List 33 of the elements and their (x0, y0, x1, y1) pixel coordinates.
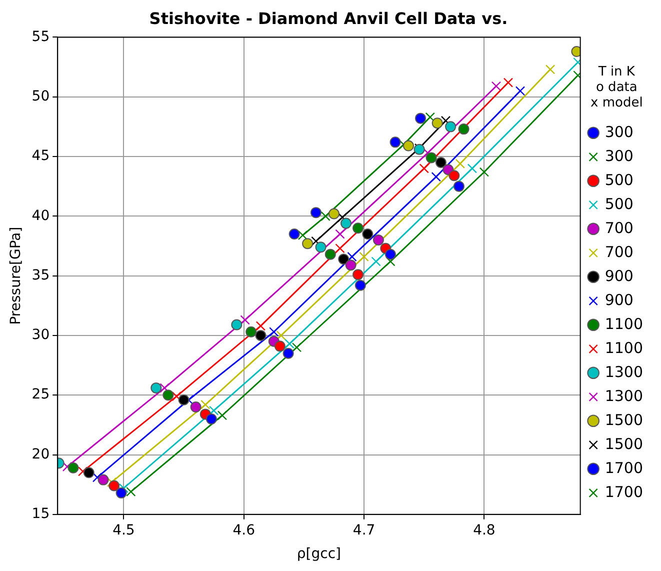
x-tick-label: 4.8 (473, 522, 496, 538)
y-tick-label: 25 (32, 386, 50, 403)
legend-title: T in K o data x model (590, 64, 643, 111)
legend-label: 1500 (604, 410, 644, 429)
y-tick-label: 50 (32, 88, 50, 104)
x-tick-label: 4.7 (352, 522, 376, 538)
y-tick-label: 15 (32, 506, 50, 522)
legend-label: 700 (604, 242, 634, 261)
legend-label: 500 (604, 194, 634, 213)
x-axis-title: ρ[gcc] (296, 546, 342, 562)
legend-label: 700 (604, 218, 634, 237)
chart-title: Stishovite - Diamond Anvil Cell Data vs. (149, 8, 508, 28)
y-tick-label: 30 (32, 327, 50, 344)
legend-label: 1300 (604, 362, 644, 381)
y-tick-label: 55 (32, 28, 50, 45)
legend-label: 300 (604, 146, 634, 165)
legend-label: 900 (604, 290, 634, 309)
legend-label: 1700 (604, 482, 644, 501)
x-tick-label: 4.6 (232, 522, 256, 538)
legend-label: 1100 (604, 314, 644, 333)
legend-label: 1500 (604, 434, 644, 453)
legend-label: 500 (604, 170, 634, 189)
y-tick-label: 35 (32, 267, 50, 284)
x-tick-label: 4.5 (112, 522, 135, 538)
legend-label: 1700 (604, 458, 644, 477)
legend-label: 900 (604, 266, 634, 285)
y-axis-title: Pressure[GPa] (8, 226, 24, 325)
y-tick-label: 45 (32, 148, 50, 164)
legend-label: 1100 (604, 338, 644, 357)
y-tick-label: 20 (32, 446, 50, 462)
legend-label: 1300 (604, 386, 644, 405)
legend-label: 300 (604, 122, 634, 141)
y-tick-label: 40 (32, 208, 50, 224)
